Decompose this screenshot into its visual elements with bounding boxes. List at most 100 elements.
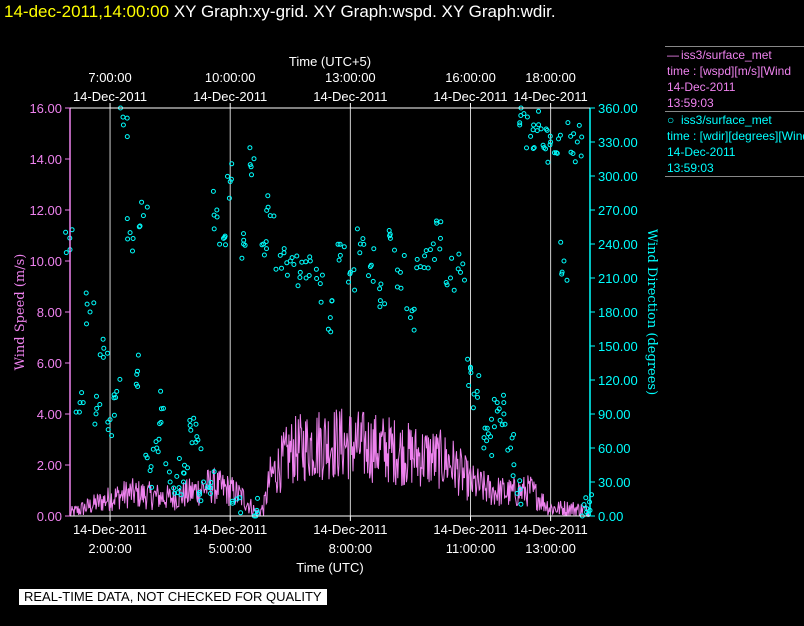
wind-direction-point <box>468 370 474 376</box>
right-tick-label: 330.00 <box>598 135 638 150</box>
wind-direction-point <box>264 207 270 213</box>
wind-direction-point <box>94 405 100 411</box>
wind-direction-point <box>548 139 554 145</box>
wind-direction-point <box>130 248 135 254</box>
wind-direction-point <box>531 122 537 128</box>
top-tick-date: 14-Dec-2011 <box>313 89 387 104</box>
wind-direction-point <box>414 256 420 262</box>
wind-direction-point <box>208 491 213 496</box>
wind-direction-point <box>476 373 482 379</box>
wind-direction-point <box>583 495 589 501</box>
wind-direction-point <box>337 241 343 247</box>
wind-direction-point <box>318 299 324 305</box>
wind-direction-point <box>77 400 83 406</box>
legend-entry-wspd: — iss3/surface_met time : [wspd][m/s][Win… <box>665 46 804 111</box>
wind-direction-point <box>222 233 228 239</box>
wind-direction-point <box>171 485 177 491</box>
wind-direction-point <box>239 255 245 261</box>
wind-direction-point <box>313 266 319 272</box>
wind-direction-point <box>241 231 246 237</box>
right-tick-label: 300.00 <box>598 169 638 184</box>
wind-direction-point <box>401 253 407 258</box>
wind-direction-point <box>458 269 464 275</box>
wind-direction-point <box>481 435 487 441</box>
wind-direction-point <box>166 469 172 475</box>
wind-direction-point <box>187 417 193 423</box>
wind-direction-point <box>485 431 491 437</box>
wind-direction-point <box>538 126 544 132</box>
wind-direction-point <box>514 490 520 496</box>
bottom-tick-time: 11:00:00 <box>446 541 496 556</box>
wind-direction-point <box>536 108 541 114</box>
wind-direction-point <box>295 283 301 289</box>
wind-direction-point <box>94 393 99 399</box>
wind-direction-point <box>172 490 178 496</box>
wind-direction-point <box>449 255 455 261</box>
legend-wspd-date: 14-Dec-2011 <box>667 80 736 94</box>
left-tick-label: 16.00 <box>29 101 62 116</box>
wind-direction-point <box>460 261 466 267</box>
x-axis-title-top: Time (UTC+5) <box>289 54 371 69</box>
wind-direction-point <box>176 485 182 491</box>
wind-direction-point <box>120 114 126 120</box>
wind-direction-point <box>180 479 186 485</box>
wind-direction-point <box>319 272 325 278</box>
wind-direction-point <box>228 176 234 182</box>
wind-direction-point <box>188 427 194 433</box>
wind-direction-point <box>434 220 440 226</box>
wind-direction-point <box>249 172 254 178</box>
wind-direction-point <box>254 510 260 516</box>
wind-direction-point <box>284 272 290 278</box>
wind-direction-point <box>153 439 159 445</box>
wind-direction-point <box>411 327 417 333</box>
wind-direction-point <box>314 276 320 281</box>
legend-wspd-var: time : [wspd][m/s][Wind <box>667 64 792 78</box>
wind-direction-point <box>148 464 154 470</box>
wind-direction-point <box>73 409 79 415</box>
wind-direction-point <box>97 402 103 407</box>
wind-direction-point <box>297 269 303 275</box>
wind-direction-point <box>501 411 507 417</box>
wind-direction-point <box>134 371 140 377</box>
wind-direction-point <box>484 438 490 444</box>
right-tick-label: 30.00 <box>598 475 631 490</box>
wind-direction-point <box>238 510 244 516</box>
wind-direction-point <box>279 265 284 271</box>
top-tick-date: 14-Dec-2011 <box>193 89 267 104</box>
wind-direction-point <box>105 350 110 356</box>
wind-direction-point <box>430 241 436 247</box>
wind-direction-point <box>254 507 260 513</box>
wind-direction-point <box>223 242 228 248</box>
wind-direction-point <box>346 279 351 285</box>
wind-direction-point <box>578 153 584 159</box>
wind-direction-point <box>189 440 195 446</box>
wind-direction-point <box>214 214 220 220</box>
legend-wspd-time: 13:59:03 <box>667 96 714 110</box>
wind-direction-point <box>259 242 265 248</box>
wind-direction-point <box>361 241 367 247</box>
wind-direction-point <box>489 416 494 422</box>
wind-direction-point <box>137 223 143 229</box>
wind-direction-point <box>198 446 204 452</box>
wind-direction-point <box>294 253 300 259</box>
wind-direction-point <box>462 277 467 283</box>
wind-direction-point <box>524 114 530 120</box>
wind-direction-point <box>377 298 383 304</box>
wind-direction-point <box>341 244 347 250</box>
left-tick-label: 10.00 <box>29 254 62 269</box>
wind-direction-point <box>494 400 500 406</box>
wind-direction-point <box>531 145 537 151</box>
wind-direction-point <box>437 235 443 241</box>
wind-direction-point <box>79 390 85 396</box>
wind-direction-point <box>105 419 111 425</box>
wind-direction-point <box>111 395 117 401</box>
wind-direction-point <box>174 473 180 479</box>
wind-direction-point <box>193 439 199 445</box>
wind-direction-point <box>284 260 290 266</box>
wind-direction-point <box>484 425 490 431</box>
wind-direction-point <box>325 326 331 332</box>
wind-direction-point <box>124 216 130 222</box>
wind-direction-point <box>377 286 383 292</box>
wind-direction-point <box>559 269 565 275</box>
wind-direction-point <box>111 412 117 418</box>
